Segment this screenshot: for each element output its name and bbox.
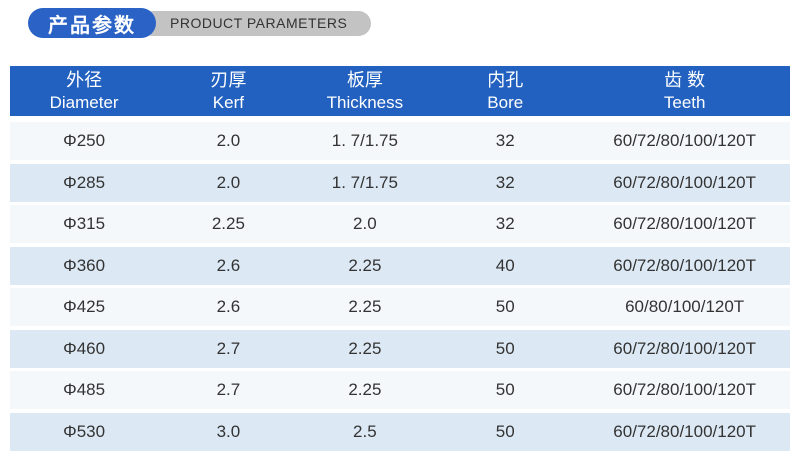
table-header-row: 外径 Diameter 刃厚 Kerf 板厚 Thickness 内孔 Bore 齿 数 Teet… bbox=[10, 66, 790, 116]
table-cell: 50 bbox=[495, 297, 515, 316]
table-cell: 2.0 bbox=[216, 172, 241, 192]
table-cell: 50 bbox=[495, 421, 515, 441]
table-cell: 32 bbox=[495, 214, 515, 233]
table-row: Φ460 2.7 2.25 50 60/72/80/100/120T bbox=[10, 329, 790, 368]
table-cell: 60/80/100/120T bbox=[625, 297, 745, 316]
parameters-table: 外径 Diameter 刃厚 Kerf 板厚 Thickness 内孔 Bore 齿 数 Teet… bbox=[10, 66, 790, 454]
table-cell: Φ360 bbox=[63, 255, 106, 275]
table-cell: 50 bbox=[495, 380, 515, 399]
table-cell: 60/72/80/100/120T bbox=[613, 380, 757, 399]
column-header-zh: 内孔 bbox=[487, 70, 524, 91]
table-cell: Φ530 bbox=[63, 421, 106, 441]
table-row: Φ360 2.6 2.25 40 60/72/80/100/120T bbox=[10, 246, 790, 285]
column-header-en: Bore bbox=[487, 92, 524, 112]
column-header-en: Diameter bbox=[49, 92, 119, 112]
table-row: Φ530 3.0 2.5 50 60/72/80/100/120T bbox=[10, 412, 790, 451]
column-header-zh: 外径 bbox=[66, 70, 103, 91]
table-cell: 2.25 bbox=[348, 338, 382, 358]
table-cell: 32 bbox=[495, 172, 515, 192]
section-title-zh: 产品参数 bbox=[48, 14, 136, 37]
table-cell: Φ460 bbox=[63, 338, 106, 358]
table-cell: 2.6 bbox=[216, 297, 241, 316]
column-header-en: Thickness bbox=[326, 92, 404, 112]
column-header-kerf: 刃厚 Kerf bbox=[158, 66, 298, 116]
column-header-teeth: 齿 数 Teeth bbox=[579, 66, 790, 116]
column-header-en: Teeth bbox=[663, 92, 706, 112]
table-cell: 2.6 bbox=[216, 255, 241, 275]
table-body: Φ250 2.0 1. 7/1.75 32 60/72/80/100/120T Φ285 2… bbox=[10, 122, 790, 451]
column-header-zh: 齿 数 bbox=[664, 70, 706, 91]
table-cell: Φ250 bbox=[63, 131, 106, 150]
table-cell: 60/72/80/100/120T bbox=[613, 338, 757, 358]
section-title-en: PRODUCT PARAMETERS bbox=[170, 15, 348, 31]
column-header-thickness: 板厚 Thickness bbox=[299, 66, 432, 116]
table-row: Φ250 2.0 1. 7/1.75 32 60/72/80/100/120T bbox=[10, 122, 790, 160]
table-cell: 50 bbox=[495, 338, 515, 358]
table-cell: 60/72/80/100/120T bbox=[613, 255, 757, 275]
column-header-zh: 刃厚 bbox=[210, 70, 247, 91]
table-cell: 60/72/80/100/120T bbox=[613, 421, 757, 441]
table-cell: 2.5 bbox=[353, 421, 377, 441]
section-title-en-badge: PRODUCT PARAMETERS bbox=[140, 10, 372, 36]
table-cell: Φ285 bbox=[63, 172, 106, 192]
column-header-bore: 内孔 Bore bbox=[431, 66, 579, 116]
table-cell: Φ315 bbox=[63, 214, 106, 233]
column-header-diameter: 外径 Diameter bbox=[10, 66, 158, 116]
table-cell: 2.25 bbox=[211, 214, 245, 233]
section-title-zh-badge: 产品参数 bbox=[28, 8, 156, 38]
table-cell: Φ485 bbox=[63, 380, 106, 399]
table-cell: 2.7 bbox=[216, 380, 241, 399]
column-header-en: Kerf bbox=[212, 92, 244, 112]
table-row: Φ315 2.25 2.0 32 60/72/80/100/120T bbox=[10, 205, 790, 243]
table-cell: 2.0 bbox=[353, 214, 377, 233]
table-cell: 2.7 bbox=[216, 338, 241, 358]
table-cell: 2.25 bbox=[348, 380, 382, 399]
table-cell: 60/72/80/100/120T bbox=[613, 172, 757, 192]
table-cell: 2.25 bbox=[348, 255, 382, 275]
table-cell: 1. 7/1.75 bbox=[331, 131, 398, 150]
table-row: Φ485 2.7 2.25 50 60/72/80/100/120T bbox=[10, 371, 790, 409]
table-cell: 1. 7/1.75 bbox=[331, 172, 398, 192]
table-cell: 2.25 bbox=[348, 297, 382, 316]
table-row: Φ285 2.0 1. 7/1.75 32 60/72/80/100/120T bbox=[10, 163, 790, 202]
table-cell: 60/72/80/100/120T bbox=[613, 214, 757, 233]
table-cell: 32 bbox=[495, 131, 515, 150]
table-row: Φ425 2.6 2.25 50 60/80/100/120T bbox=[10, 288, 790, 326]
column-header-zh: 板厚 bbox=[346, 70, 383, 91]
table-cell: Φ425 bbox=[63, 297, 106, 316]
table-cell: 3.0 bbox=[216, 421, 241, 441]
table-cell: 60/72/80/100/120T bbox=[613, 131, 757, 150]
table-cell: 2.0 bbox=[216, 131, 241, 150]
table-cell: 40 bbox=[495, 255, 515, 275]
section-title: 产品参数 PRODUCT PARAMETERS bbox=[28, 8, 372, 38]
